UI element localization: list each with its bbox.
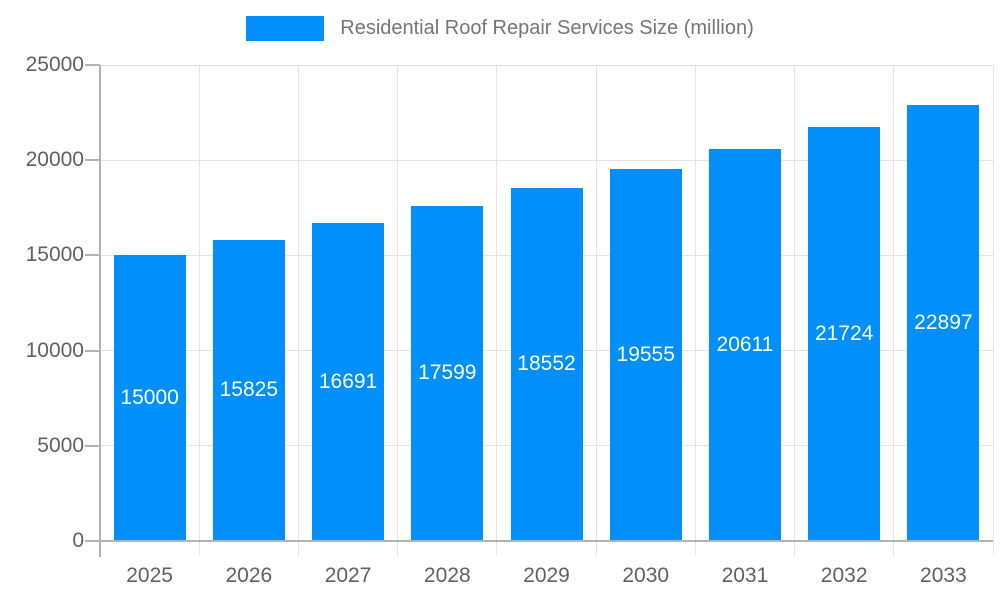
y-axis-tick-mark — [85, 159, 100, 162]
x-axis-line — [100, 540, 993, 542]
legend: Residential Roof Repair Services Size (m… — [0, 16, 1000, 41]
x-axis-tick-label: 2032 — [820, 564, 868, 587]
horizontal-gridline — [100, 159, 993, 161]
legend-label: Residential Roof Repair Services Size (m… — [340, 17, 754, 39]
y-axis-tick-label: 10000 — [25, 338, 84, 362]
bar-value-label: 17599 — [418, 361, 477, 385]
bar: 16691 — [312, 223, 385, 541]
y-axis-tick-mark — [85, 254, 100, 257]
vertical-gridline — [992, 65, 994, 555]
bar: 19555 — [609, 168, 682, 541]
y-axis-line — [99, 65, 101, 557]
y-axis-tick-mark — [85, 444, 100, 447]
vertical-gridline — [297, 65, 299, 555]
y-axis-tick-label: 15000 — [25, 243, 84, 267]
bar-value-label: 18552 — [517, 352, 576, 376]
x-axis-tick-label: 2029 — [523, 564, 570, 587]
x-axis-tick-label: 2031 — [721, 564, 769, 587]
bar-value-label: 20611 — [716, 332, 774, 356]
bar-value-label: 21724 — [814, 322, 874, 346]
bar: 17599 — [411, 205, 484, 541]
bar: 21724 — [808, 127, 881, 541]
vertical-gridline — [694, 65, 696, 555]
bar-value-label: 16691 — [318, 370, 378, 394]
bar-value-label: 19555 — [616, 342, 675, 366]
y-axis-tick-mark — [85, 64, 100, 66]
bar: 22897 — [907, 105, 980, 541]
bar-value-label: 15825 — [219, 378, 279, 402]
bar-value-label: 22897 — [914, 311, 973, 334]
vertical-gridline — [496, 65, 498, 555]
y-axis-tick-label: 5000 — [37, 433, 84, 457]
vertical-gridline — [893, 65, 895, 555]
vertical-gridline — [397, 65, 399, 555]
horizontal-gridline — [100, 64, 993, 66]
y-axis-tick-label: 0 — [72, 529, 84, 552]
legend-swatch — [246, 16, 325, 41]
x-axis-tick-label: 2028 — [423, 564, 471, 587]
bar: 15825 — [212, 239, 285, 541]
vertical-gridline — [198, 65, 200, 555]
bar: 15000 — [113, 255, 186, 541]
bar: 18552 — [510, 187, 583, 541]
x-axis-tick-label: 2033 — [920, 564, 967, 587]
y-axis-tick-label: 20000 — [25, 148, 84, 172]
bar: 20611 — [708, 148, 781, 541]
x-axis-tick-label: 2030 — [622, 564, 670, 587]
vertical-gridline — [595, 65, 597, 555]
y-axis-tick-mark — [85, 540, 100, 542]
vertical-gridline — [794, 65, 796, 555]
bar-value-label: 15000 — [120, 386, 179, 410]
x-axis-tick-label: 2025 — [126, 564, 173, 587]
y-axis-tick-mark — [85, 349, 100, 352]
x-axis-tick-label: 2026 — [225, 564, 273, 587]
x-axis-tick-label: 2027 — [324, 564, 372, 587]
y-axis-tick-label: 25000 — [25, 53, 84, 76]
